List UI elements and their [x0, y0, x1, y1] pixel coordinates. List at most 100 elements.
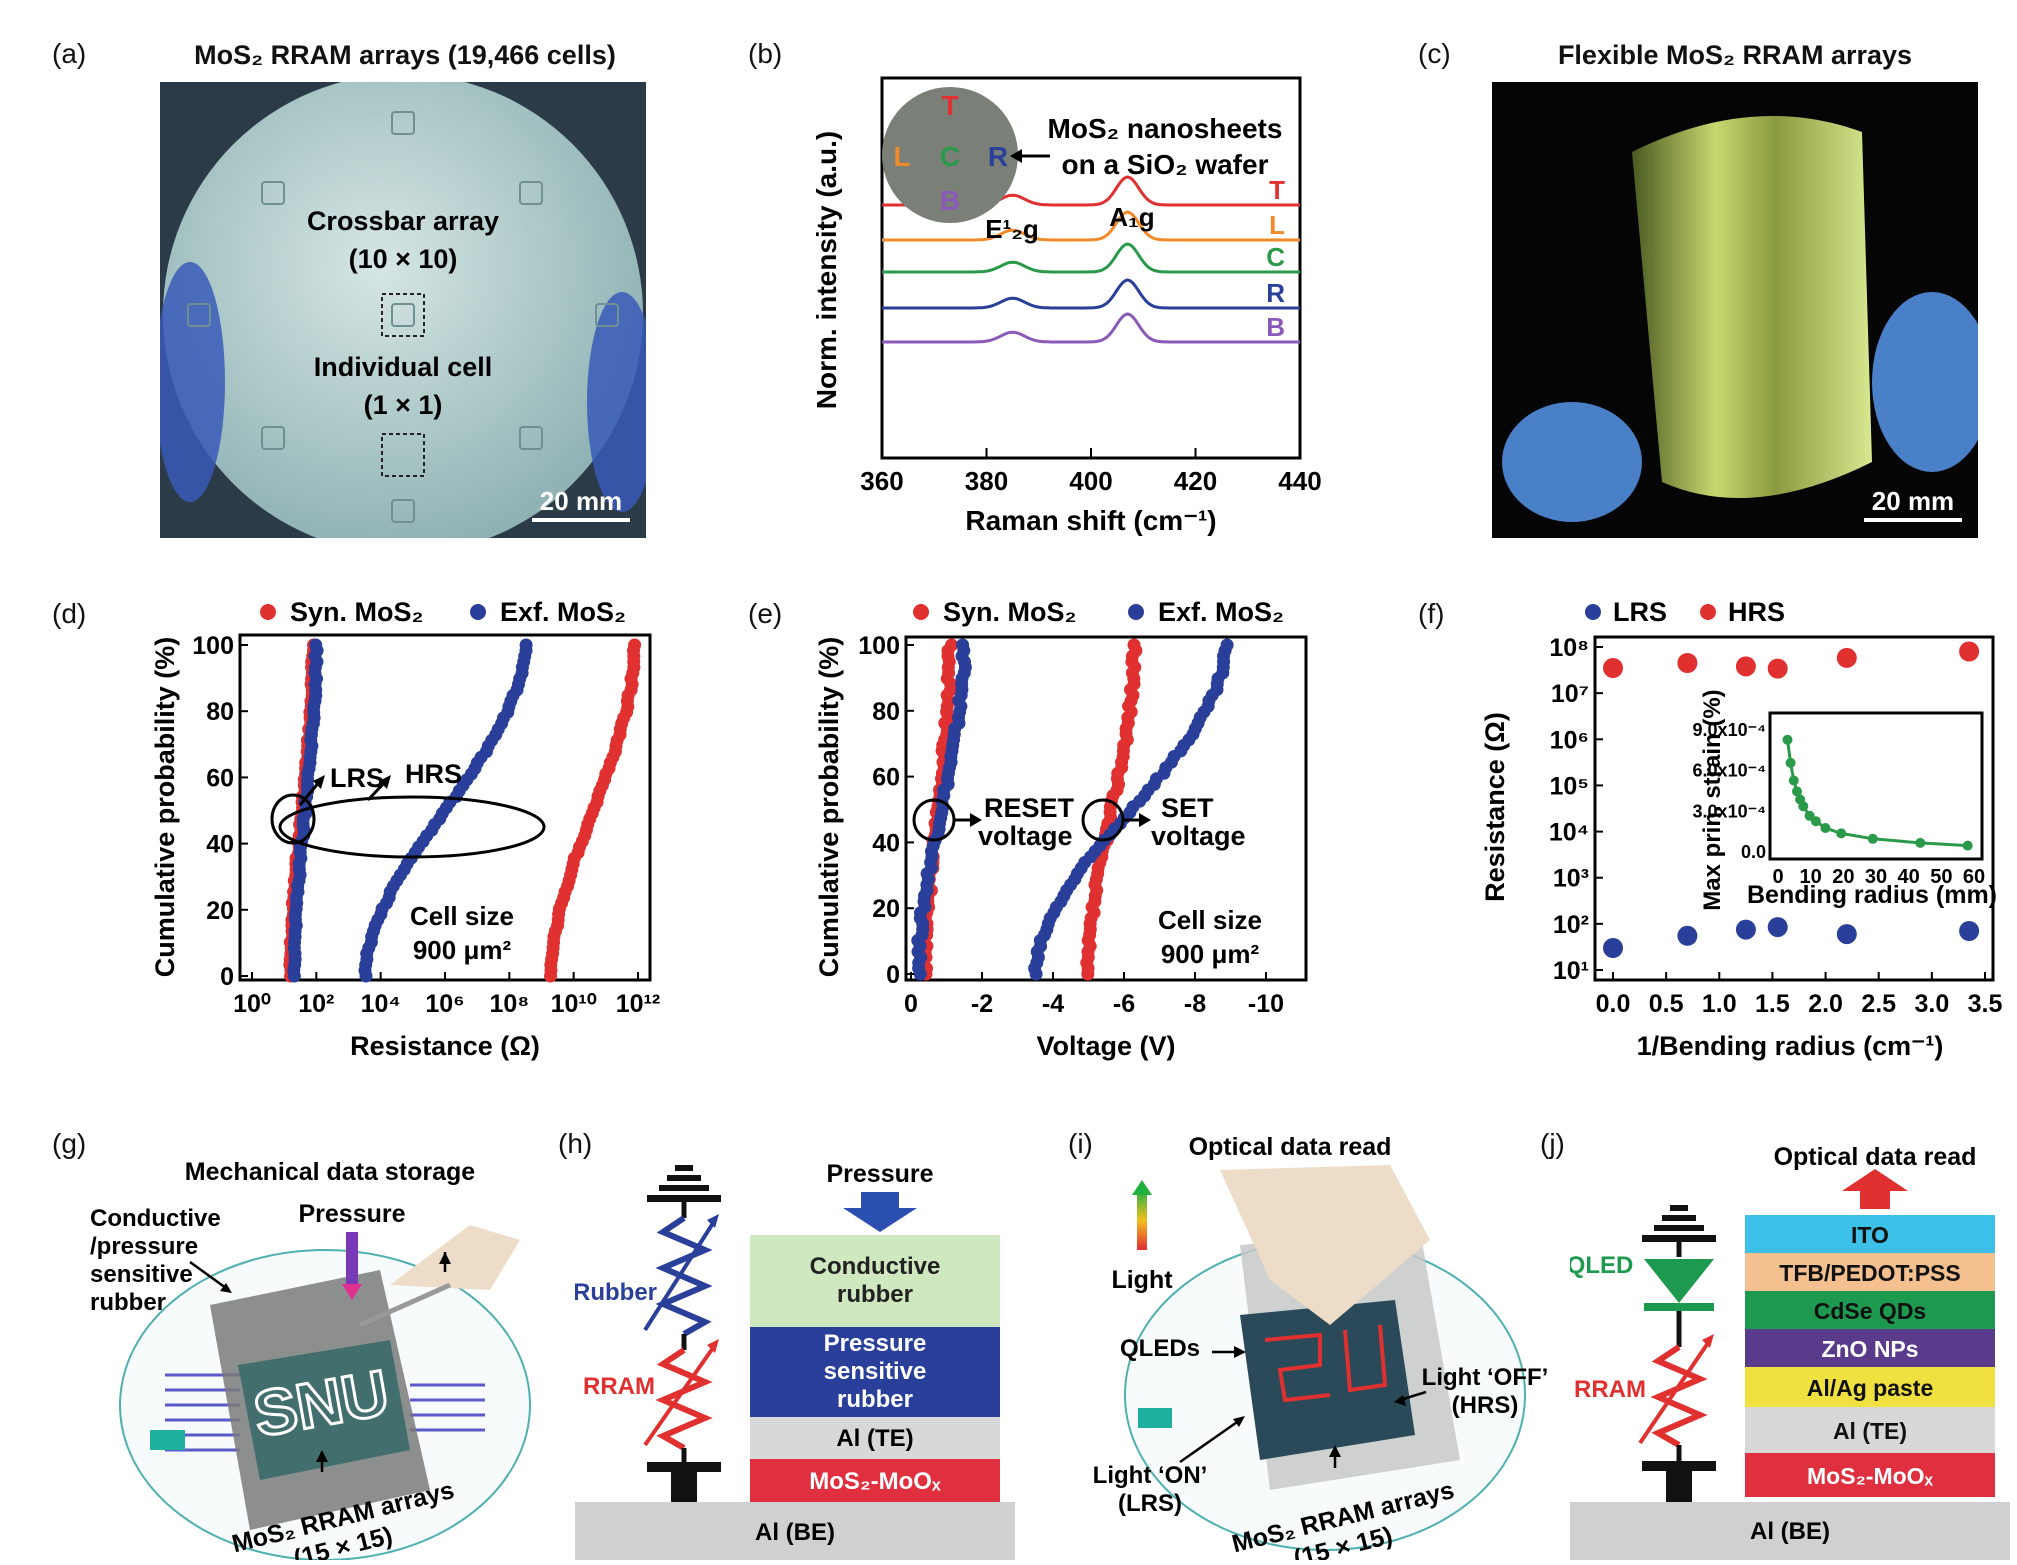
cell-size-d-1: Cell size [410, 901, 514, 931]
f-point-LRS [1836, 924, 1857, 945]
annot-hrs: HRS [405, 759, 462, 789]
e-point [1220, 638, 1234, 652]
xtick: 3.5 [1968, 990, 2003, 1018]
ytick: 10⁷ [1551, 680, 1589, 708]
panel-label-e: (e) [748, 598, 783, 629]
rram-array-g [238, 1340, 410, 1480]
panel-h-schematic: Pressure Al (BE) Conductive rubber Press… [575, 1160, 1015, 1560]
hand-g [390, 1225, 520, 1290]
title-i: Optical data read [1189, 1133, 1392, 1161]
cell-size-e-1: Cell size [1158, 905, 1262, 935]
peak-label-e2g: E¹₂g [985, 214, 1038, 244]
inset-axes-f [1768, 711, 1984, 861]
inset-point [1962, 840, 1973, 851]
layer-label-j-1: TFB/PEDOT:PSS [1779, 1260, 1960, 1286]
xtick: 1.0 [1702, 990, 1737, 1018]
ytick: 0 [886, 961, 900, 989]
pressure-arrow-h [843, 1208, 917, 1232]
wafer-disc [163, 82, 643, 538]
legend-d-exf-marker [470, 604, 486, 620]
ytick: 60 [206, 764, 234, 792]
ylabel-e: Cumulative probability (%) [814, 637, 844, 978]
scalebar-a: 20 mm [540, 486, 622, 516]
xtick: 0.0 [1596, 990, 1631, 1018]
label-rubber-g-2: /pressure [90, 1233, 198, 1260]
panel-label-g: (g) [52, 1128, 87, 1159]
layer-al-te-h [750, 1417, 1000, 1459]
rubber-resistor-h [655, 1215, 713, 1337]
raman-series-label-B: B [1266, 312, 1285, 342]
xtick: -6 [1113, 990, 1135, 1018]
label-on-i-2: (LRS) [1118, 1490, 1182, 1517]
base-label-j: Al (BE) [1750, 1518, 1830, 1545]
inset-xtick: 40 [1898, 866, 1920, 888]
panel-label-b: (b) [748, 38, 783, 69]
xtick: -2 [971, 990, 993, 1018]
label-light-i: Light [1111, 1266, 1173, 1294]
xtick: 0 [904, 990, 918, 1018]
f-point-LRS [1959, 921, 1980, 941]
ytick: 100 [192, 632, 234, 660]
inset-xtick: 30 [1865, 866, 1887, 888]
layer-base-j [1570, 1502, 2010, 1560]
panel-i-illustration: Optical data read Light QLEDs Light ‘ON’… [1093, 1133, 1549, 1560]
xtick: 10¹² [616, 990, 660, 1018]
hrs-ellipse [278, 795, 546, 859]
layer-base-h [575, 1502, 1015, 1560]
cell-box [381, 433, 425, 477]
ytick: 20 [206, 897, 234, 925]
xtick: -4 [1042, 990, 1064, 1018]
inset-ytick: 0.0 [1741, 842, 1766, 862]
ytick: 10¹ [1553, 957, 1589, 985]
title-j: Optical data read [1774, 1143, 1977, 1171]
f-point-HRS [1677, 653, 1698, 673]
raman-series-label-C: C [1266, 242, 1285, 272]
layer-label-mos2-h: MoS₂-MoOₓ [809, 1468, 941, 1495]
lrs-ellipse [270, 793, 316, 845]
ytick: 10⁴ [1549, 819, 1589, 847]
ytick: 80 [872, 698, 900, 726]
xtick: 10¹⁰ [551, 990, 597, 1018]
label-pressure-h: Pressure [826, 1160, 933, 1188]
peak-label-a1g: A₁g [1109, 202, 1154, 232]
annot-lrs: LRS [330, 763, 384, 793]
label-pressure-g: Pressure [298, 1200, 405, 1228]
chart-e: Syn. MoS₂ Exf. MoS₂ 0 20 40 60 80 100 0 -2 -4 -6… [814, 597, 1308, 1061]
xtick: 3.0 [1914, 990, 1949, 1018]
ytick: 60 [872, 764, 900, 792]
xlabel-f: 1/Bending radius (cm⁻¹) [1637, 1031, 1944, 1061]
wafer-illustration: Crossbar array (10 × 10) Individual cell… [160, 82, 646, 538]
ytick: 100 [858, 632, 900, 660]
panel-label-f: (f) [1418, 598, 1445, 629]
label-off-i-1: Light ‘OFF’ [1422, 1364, 1549, 1391]
legend-e-exf: Exf. MoS₂ [1158, 597, 1284, 627]
xtick: 0.5 [1649, 990, 1684, 1018]
layer-label-j-2: CdSe QDs [1814, 1298, 1926, 1324]
legend-e-exf-marker [1128, 604, 1144, 620]
annot-set-1: SET [1161, 793, 1214, 823]
xtick: 10⁶ [425, 990, 464, 1018]
inset-point [1810, 816, 1821, 827]
label-crossbar-dim: (10 × 10) [349, 244, 458, 274]
layer-j-2 [1745, 1291, 1995, 1329]
layer-j-0 [1745, 1215, 1995, 1253]
inset-xtick: 10 [1800, 866, 1822, 888]
label-rram-h: RRAM [583, 1373, 655, 1400]
panel-label-c: (c) [1418, 38, 1451, 69]
xtick: -10 [1248, 990, 1284, 1018]
glove-left-c [1502, 402, 1642, 522]
tweezers-g [358, 1282, 452, 1328]
layer-mos2-h [750, 1459, 1000, 1502]
panel-j-schematic: Optical data read Al (BE) ITO TFB/PEDOT:P… [1570, 1143, 2010, 1560]
xtick: 2.0 [1808, 990, 1843, 1018]
d-point [519, 638, 533, 652]
scalebar-c: 20 mm [1872, 486, 1954, 516]
rram-resistor-j [1650, 1344, 1708, 1448]
xtick: -8 [1184, 990, 1206, 1018]
raman-ylabel: Norm. intensity (a.u.) [811, 131, 842, 409]
layer-conductive-rubber [750, 1235, 1000, 1327]
label-rubber-g-3: sensitive [90, 1261, 193, 1288]
inset-text-1: MoS₂ nanosheets [1048, 113, 1283, 144]
f-point-HRS [1603, 658, 1623, 678]
ytick: 0 [220, 963, 234, 991]
